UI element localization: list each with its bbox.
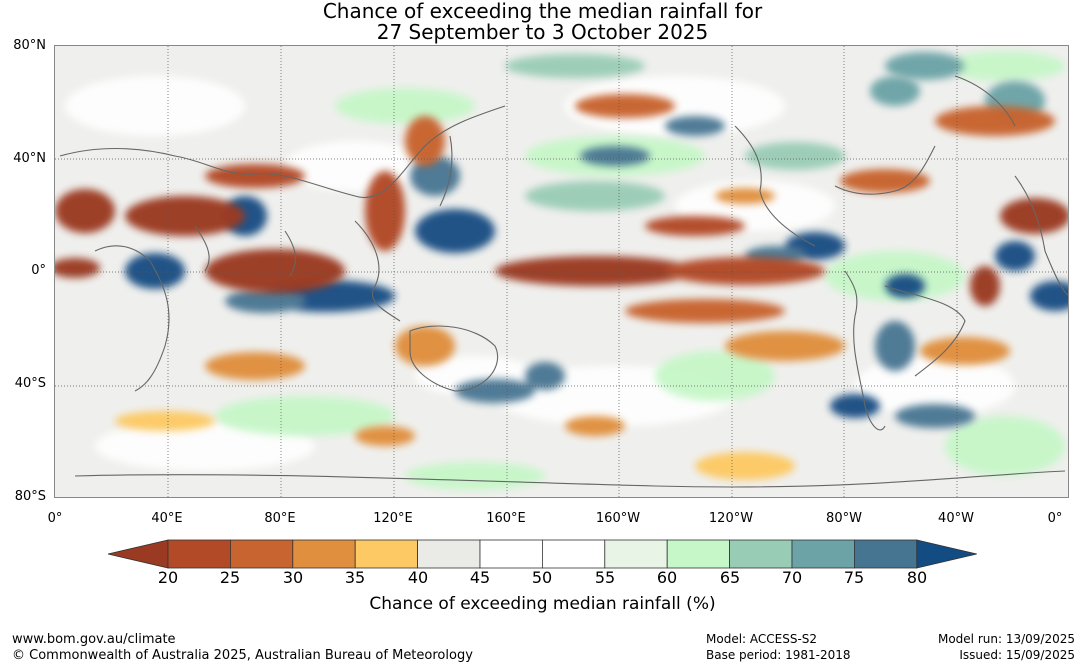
map-title-line-1: Chance of exceeding the median rainfall … [322,0,763,23]
coastlines [59,75,1068,488]
colorbar-segment [791,539,855,569]
colorbar-segment [666,539,731,569]
lon-label-80e: 80°E [264,511,296,526]
colorbar-extend-high [916,539,977,569]
colorbar-segment [167,539,231,569]
lat-label-40s: 40°S [14,376,46,391]
lat-label-80n: 80°N [13,38,46,53]
rainfall-probability-map [54,45,1069,498]
lon-label-0-right: 0° [1047,511,1063,526]
model-text: Model: ACCESS-S2 [706,632,818,646]
colorbar-tick-label: 50 [531,568,553,587]
lon-label-120w: 120°W [708,511,754,526]
copyright-text: © Commonwealth of Australia 2025, Austra… [12,648,473,663]
colorbar-tick-label: 70 [781,568,803,587]
colorbar-tick-label: 75 [843,568,865,587]
lat-label-40n: 40°N [13,151,46,166]
colorbar-extend-low [107,539,169,569]
colorbar-segment [729,539,793,569]
colorbar-segment [604,539,668,569]
colorbar-tick-label: 65 [719,568,741,587]
map-canvas [55,46,1068,497]
colorbar-tick-label: 35 [344,568,366,587]
colorbar-tick-label: 55 [594,568,616,587]
lat-label-equator: 0° [31,263,46,278]
lat-label-80s: 80°S [14,489,46,504]
base-period-text: Base period: 1981-2018 [706,648,851,662]
map-title-line-2: 27 September to 3 October 2025 [376,20,709,44]
colorbar-tick-label: 25 [219,568,241,587]
lon-label-160w: 160°W [595,511,641,526]
colorbar-segment [541,539,606,569]
lon-label-160e: 160°E [486,511,526,526]
colorbar-segment [854,539,918,569]
lon-label-80w: 80°W [826,511,862,526]
issued-text: Issued: 15/09/2025 [959,648,1075,662]
colorbar-tick-label: 40 [407,568,429,587]
lon-label-120e: 120°E [373,511,413,526]
colorbar-tick-label: 20 [157,568,179,587]
colorbar-segment [479,539,543,569]
colorbar-tick-label: 80 [906,568,928,587]
lon-label-40e: 40°E [151,511,183,526]
website-text: www.bom.gov.au/climate [12,632,176,647]
colorbar-title: Chance of exceeding median rainfall (%) [369,594,716,614]
colorbar-tick-label: 45 [469,568,491,587]
graticule [55,46,1068,497]
colorbar-segment [354,539,418,569]
colorbar-segment [417,539,481,569]
lon-label-40w: 40°W [938,511,974,526]
colorbar-segment [229,539,294,569]
lon-label-0: 0° [47,511,63,526]
colorbar [107,539,977,569]
model-run-text: Model run: 13/09/2025 [937,632,1075,646]
colorbar-tick-label: 30 [282,568,304,587]
colorbar-tick-label: 60 [656,568,678,587]
colorbar-segment [292,539,356,569]
